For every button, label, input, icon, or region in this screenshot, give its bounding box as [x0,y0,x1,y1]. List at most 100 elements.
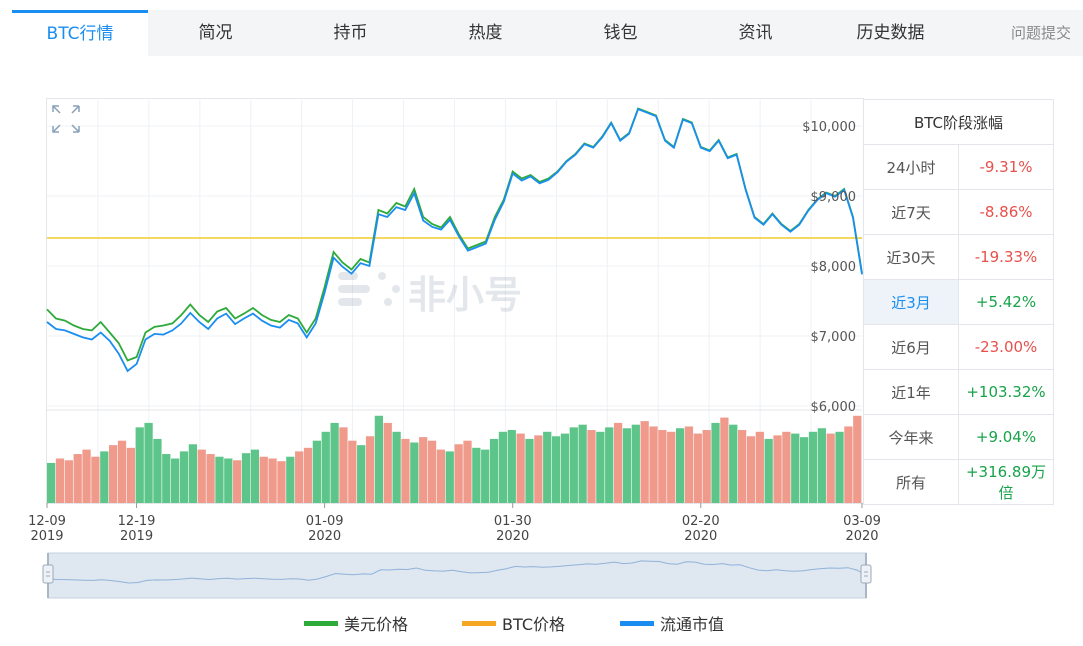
tab-holdings[interactable]: 持币 [333,23,368,43]
y-tick-label: $9,000 [811,190,857,205]
series-line-market-cap [46,108,863,373]
volume-bar [436,449,446,503]
volume-bar [153,438,162,503]
legend-swatch [462,620,496,626]
period-change: -8.86% [958,189,1054,235]
volume-bar [162,454,171,503]
legend-btc-price[interactable]: BTC价格 [462,613,565,634]
period-label[interactable]: 近3月 [863,279,959,325]
x-tick-year: 2020 [845,529,878,544]
tab-overview[interactable]: 简况 [198,23,233,43]
period-label[interactable]: 近6月 [863,324,959,370]
volume-bar [764,438,773,503]
volume-bar [773,435,782,503]
volume-bar [640,421,649,503]
volume-bar [286,456,295,503]
tab-news[interactable]: 资讯 [738,23,773,43]
volume-bar [543,431,552,503]
fullscreen-icon[interactable] [52,105,80,133]
tab-history[interactable]: 历史数据 [856,23,925,43]
y-tick-label: $10,000 [802,120,856,135]
period-change: +5.42% [958,279,1054,325]
navigator-right-handle[interactable] [860,553,872,598]
x-tick-label: 12-19 [118,514,156,529]
volume-bar [303,447,313,503]
volume-bar [516,433,525,503]
period-label[interactable]: 近7天 [863,189,959,235]
volume-bar [126,447,135,503]
period-label[interactable]: 近1年 [863,369,959,415]
volume-bar [472,447,481,503]
volume-bar [171,458,180,503]
volume-bar [481,449,490,503]
performance-row[interactable]: 今年来 +9.04% [863,414,1054,460]
x-tick-label: 02-20 [682,514,720,529]
y-tick-label: $7,000 [811,330,857,345]
volume-bar [853,415,862,503]
performance-row[interactable]: 24小时 -9.31% [863,144,1054,190]
volume-bar [817,428,826,503]
volume-bar [729,424,738,503]
legend-market-cap[interactable]: 流通市值 [620,613,724,634]
volume-bar [357,445,366,503]
period-performance-table: BTC阶段涨幅 24小时 -9.31% 近7天 -8.86% 近30天 -19.33%… [863,99,1054,505]
volume-bar [419,437,428,503]
navigator-left-handle[interactable] [42,553,54,598]
volume-bar [427,440,437,503]
tab-wallet[interactable]: 钱包 [603,23,638,43]
volume-bar [534,435,543,503]
x-tick-year: 2020 [308,529,341,544]
volume-bar [746,436,756,503]
legend-usd-price[interactable]: 美元价格 [304,613,408,634]
tab-popularity[interactable]: 热度 [468,23,503,43]
x-axis-ticks: 12-09201912-19201901-09202001-30202002-2… [28,503,881,544]
volume-bar [295,451,304,503]
volume-bar [374,415,384,503]
performance-row[interactable]: 近7天 -8.86% [863,189,1054,235]
performance-title: BTC阶段涨幅 [863,99,1054,145]
performance-row[interactable]: 近30天 -19.33% [863,234,1054,280]
volume-bar [277,461,286,503]
tab-btc-market[interactable]: BTC行情 [12,10,148,56]
performance-row[interactable]: 所有 +316.89万倍 [863,459,1054,505]
legend-label: BTC价格 [502,615,565,634]
volume-bar [73,454,82,503]
volume-bar [392,431,401,503]
volume-bar [55,458,65,503]
period-label[interactable]: 24小时 [863,144,959,190]
volume-bar [649,426,658,503]
period-label[interactable]: 所有 [863,459,959,505]
report-issue-link[interactable]: 问题提交 [1010,24,1071,42]
x-tick-year: 2019 [120,529,153,544]
volume-bar [507,430,516,503]
period-label[interactable]: 近30天 [863,234,959,280]
volume-bar [330,422,339,503]
volume-bar [241,453,251,503]
volume-bar [720,417,729,503]
legend-swatch [620,620,654,626]
volume-bar [250,449,260,503]
volume-bar [144,422,153,503]
volume-bar [82,449,91,503]
volume-bar [348,440,357,503]
performance-row[interactable]: 近1年 +103.32% [863,369,1054,415]
period-change: -23.00% [958,324,1054,370]
period-change: -19.33% [958,234,1054,280]
x-tick-year: 2020 [496,529,529,544]
range-navigator[interactable] [47,552,867,599]
period-label[interactable]: 今年来 [863,414,959,460]
navigator-line [47,560,867,584]
performance-row-selected[interactable]: 近3月 +5.42% [863,279,1054,325]
volume-bar [737,430,747,503]
volume-bar [525,438,534,503]
volume-bar [463,440,472,503]
performance-row[interactable]: 近6月 -23.00% [863,324,1054,370]
x-tick-label: 03-09 [843,514,881,529]
volume-bar [684,426,694,503]
volume-bar [826,433,835,503]
volume-bar [693,433,702,503]
volume-bar [711,422,720,503]
x-tick-label: 12-09 [28,514,66,529]
volume-bar [233,460,242,503]
